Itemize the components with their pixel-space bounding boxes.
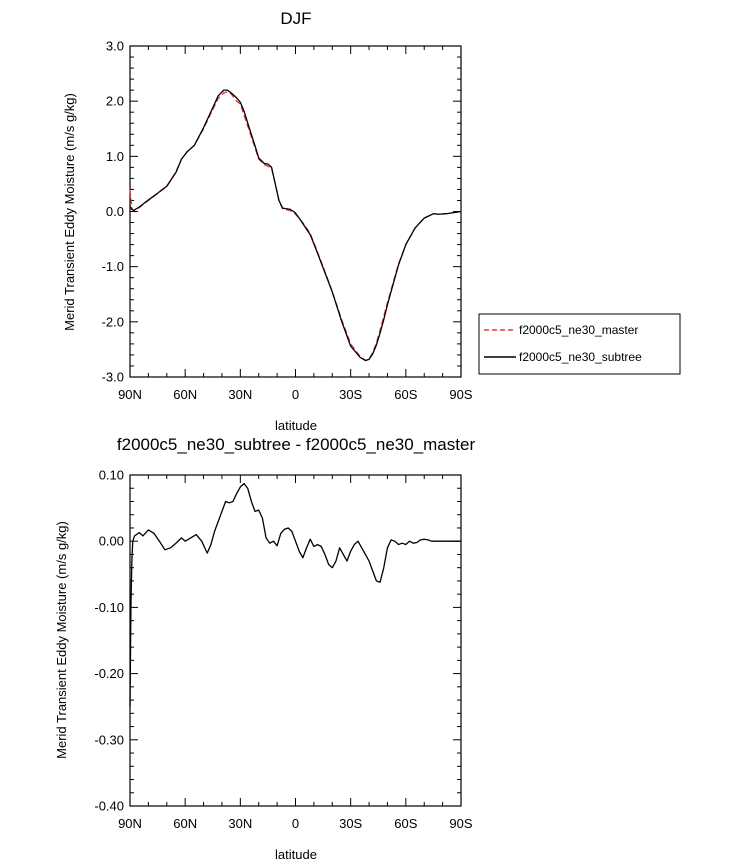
bottom-series-lines [129,482,461,707]
y-tick-label: -0.40 [94,799,124,814]
x-tick-label: 90N [118,816,142,831]
bottom-x-axis-label: latitude [275,847,317,862]
x-tick-label: 0 [292,387,299,402]
top-title: DJF [280,9,311,28]
top-x-axis-label: latitude [275,418,317,433]
x-tick-label: 60N [173,816,197,831]
series-line-difference-0 [129,482,461,707]
y-tick-label: -0.20 [94,666,124,681]
y-tick-label: -0.10 [94,600,124,615]
top-tick-marks [129,45,462,378]
x-tick-label: 90N [118,387,142,402]
x-tick-label: 90S [449,387,472,402]
y-tick-label: -3.0 [102,370,124,385]
series-line-f2000c5_ne30_master [129,91,462,362]
x-tick-label: 30S [339,387,362,402]
legend-box [478,313,681,375]
top-panel: DJF 90N 60N 30N 0 30S 60S 90S 3.0 2.0 1.0 0.0 -1.0 -… [62,9,473,433]
top-y-axis-label: Merid Transient Eddy Moisture (m/s g/kg) [62,93,77,331]
bottom-y-axis-label: Merid Transient Eddy Moisture (m/s g/kg) [54,521,69,759]
x-tick-label: 60S [394,387,417,402]
x-tick-label: 0 [292,816,299,831]
y-tick-label: 0.0 [106,204,124,219]
x-tick-label: 30N [228,387,252,402]
y-tick-label: 0.00 [99,534,124,549]
y-tick-label: 3.0 [106,39,124,54]
bottom-plot-frame [129,474,462,807]
top-series-lines [129,89,462,362]
y-tick-label: 1.0 [106,149,124,164]
bottom-panel: f2000c5_ne30_subtree - f2000c5_ne30_mast… [54,435,475,862]
top-tick-labels: 90N 60N 30N 0 30S 60S 90S 3.0 2.0 1.0 0.0 -1.0 -2.0 -… [102,39,473,403]
y-tick-label: 0.10 [99,468,124,483]
x-tick-label: 30N [228,816,252,831]
y-tick-label: -1.0 [102,259,124,274]
x-tick-label: 60N [173,387,197,402]
x-tick-label: 60S [394,816,417,831]
bottom-tick-marks [129,474,462,807]
y-tick-label: 2.0 [106,94,124,109]
bottom-tick-labels: 90N 60N 30N 0 30S 60S 90S 0.10 0.00 -0.10 -0.20 -0.… [94,468,473,832]
x-tick-label: 90S [449,816,472,831]
bottom-title: f2000c5_ne30_subtree - f2000c5_ne30_mast… [117,435,476,454]
legend-label-subtree: f2000c5_ne30_subtree [519,350,642,364]
x-tick-label: 30S [339,816,362,831]
top-plot-frame [129,45,462,378]
y-tick-label: -2.0 [102,314,124,329]
y-tick-label: -0.30 [94,732,124,747]
legend-label-master: f2000c5_ne30_master [519,323,638,337]
legend: f2000c5_ne30_master f2000c5_ne30_subtree [478,313,681,375]
series-line-f2000c5_ne30_subtree [129,89,462,362]
